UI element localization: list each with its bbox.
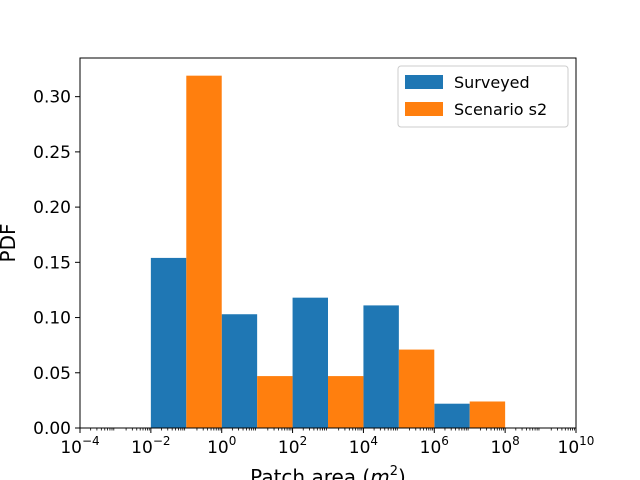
x-tick-label: 1010 bbox=[558, 434, 595, 458]
bar-scenario-s2-0 bbox=[186, 75, 222, 429]
y-tick-label: 0.00 bbox=[33, 419, 71, 439]
x-axis-label-suffix: ) bbox=[398, 465, 406, 480]
bar-surveyed-3 bbox=[363, 305, 399, 428]
x-tick-label: 100 bbox=[207, 434, 236, 458]
bar-scenario-s2-2 bbox=[328, 376, 364, 428]
bar-surveyed-0 bbox=[150, 257, 187, 428]
y-tick-label: 0.05 bbox=[33, 364, 71, 384]
y-axis-label: PDF bbox=[0, 224, 20, 263]
legend-label: Surveyed bbox=[454, 73, 530, 92]
x-tick-label: 102 bbox=[278, 434, 307, 458]
x-tick-label: 108 bbox=[491, 434, 520, 458]
x-axis-label: Patch area (m2) bbox=[250, 464, 406, 480]
legend-swatch bbox=[405, 102, 443, 116]
x-axis-label-variable: m bbox=[370, 465, 389, 480]
plot-frame bbox=[79, 57, 577, 429]
x-axis: 10−4 10−2 100 102 104 106 108 1010 bbox=[60, 428, 594, 458]
legend-label: Scenario s2 bbox=[454, 100, 547, 119]
x-tick-label: 10−4 bbox=[60, 434, 99, 458]
y-tick-label: 0.10 bbox=[33, 309, 71, 329]
x-tick-label: 104 bbox=[349, 434, 378, 458]
y-tick-label: 0.25 bbox=[33, 143, 71, 163]
y-tick-label: 0.30 bbox=[33, 88, 71, 108]
legend: Surveyed Scenario s2 bbox=[397, 65, 569, 128]
bar-surveyed-1 bbox=[221, 314, 258, 428]
x-tick-label: 106 bbox=[420, 434, 449, 458]
bar-surveyed-2 bbox=[292, 297, 328, 428]
bar-scenario-s2-4 bbox=[469, 401, 506, 428]
y-axis: 0.00 0.05 0.10 0.15 0.20 0.25 0.30 bbox=[33, 88, 80, 439]
bar-scenario-s2-1 bbox=[257, 376, 293, 428]
x-axis-label-prefix: Patch area ( bbox=[250, 465, 370, 480]
x-axis-label-superscript: 2 bbox=[390, 464, 398, 479]
y-tick-label: 0.20 bbox=[33, 198, 71, 218]
y-tick-label: 0.15 bbox=[33, 253, 71, 273]
x-tick-label: 10−2 bbox=[131, 434, 170, 458]
bar-surveyed-4 bbox=[434, 403, 470, 428]
legend-swatch bbox=[405, 75, 443, 89]
bars-group bbox=[150, 75, 506, 429]
bar-scenario-s2-3 bbox=[398, 349, 435, 428]
